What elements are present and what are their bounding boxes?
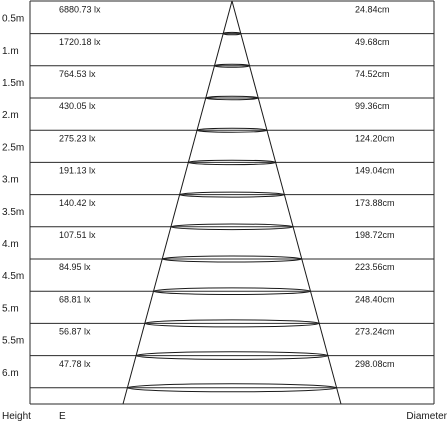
- height-label: 2.5m: [2, 142, 24, 153]
- beam-ellipse: [214, 63, 250, 68]
- beam-ellipse: [144, 319, 320, 328]
- beam-ellipse: [170, 223, 294, 231]
- height-label: 5.5m: [2, 336, 24, 347]
- diameter-value: 298.08cm: [355, 359, 395, 369]
- illuminance-axis-label: E: [59, 411, 66, 422]
- illuminance-value: 275.23 lx: [59, 133, 96, 143]
- diameter-value: 273.24cm: [355, 327, 395, 337]
- light-cone: [122, 0, 342, 405]
- height-label: 2.m: [2, 110, 19, 121]
- illuminance-value: 140.42 lx: [59, 198, 96, 208]
- illuminance-value: 191.13 lx: [59, 166, 96, 176]
- height-label: 6.m: [2, 368, 19, 379]
- distance-lines: [30, 33, 434, 389]
- illuminance-value: 764.53 lx: [59, 69, 96, 79]
- height-label: 3.5m: [2, 207, 24, 218]
- illuminance-value: 6880.73 lx: [59, 5, 101, 15]
- diameter-value: 99.36cm: [355, 101, 390, 111]
- beam-ellipse: [153, 287, 311, 296]
- beam-ellipse: [126, 383, 338, 393]
- height-label: 1.m: [2, 46, 19, 57]
- row-labels: 0.5m 6880.73 lx 24.84cm 1.m 1720.18 lx 49.68c…: [2, 5, 395, 388]
- height-label: 0.5m: [2, 14, 24, 25]
- diameter-value: 24.84cm: [355, 5, 390, 15]
- diameter-value: 223.56cm: [355, 262, 395, 272]
- height-label: 5.m: [2, 303, 19, 314]
- beam-ellipse: [205, 95, 259, 101]
- cone-left-edge: [122, 0, 233, 405]
- illuminance-value: 1720.18 lx: [59, 37, 101, 47]
- diameter-value: 149.04cm: [355, 166, 395, 176]
- illuminance-value: 430.05 lx: [59, 101, 96, 111]
- beam-ellipse: [196, 127, 268, 133]
- illuminance-value: 56.87 lx: [59, 327, 91, 337]
- illuminance-value: 84.95 lx: [59, 262, 91, 272]
- diameter-value: 74.52cm: [355, 69, 390, 79]
- height-label: 4.m: [2, 239, 19, 250]
- diameter-value: 173.88cm: [355, 198, 395, 208]
- beam-ellipse: [161, 255, 303, 263]
- illuminance-value: 107.51 lx: [59, 230, 96, 240]
- height-label: 4.5m: [2, 271, 24, 282]
- diameter-value: 49.68cm: [355, 37, 390, 47]
- illuminance-value: 68.81 lx: [59, 294, 91, 304]
- cone-right-edge: [231, 0, 342, 405]
- height-axis-label: Height: [2, 411, 31, 422]
- height-label: 3.m: [2, 175, 19, 186]
- illuminance-value: 47.78 lx: [59, 359, 91, 369]
- beam-ellipses: [126, 31, 338, 393]
- diameter-value: 198.72cm: [355, 230, 395, 240]
- diameter-value: 248.40cm: [355, 294, 395, 304]
- diameter-value: 124.20cm: [355, 133, 395, 143]
- beam-ellipse: [179, 191, 285, 198]
- height-label: 1.5m: [2, 78, 24, 89]
- beam-ellipse: [187, 159, 277, 166]
- beam-ellipse: [222, 31, 242, 36]
- beam-ellipse: [135, 351, 329, 360]
- diameter-axis-label: Diameter: [406, 411, 447, 422]
